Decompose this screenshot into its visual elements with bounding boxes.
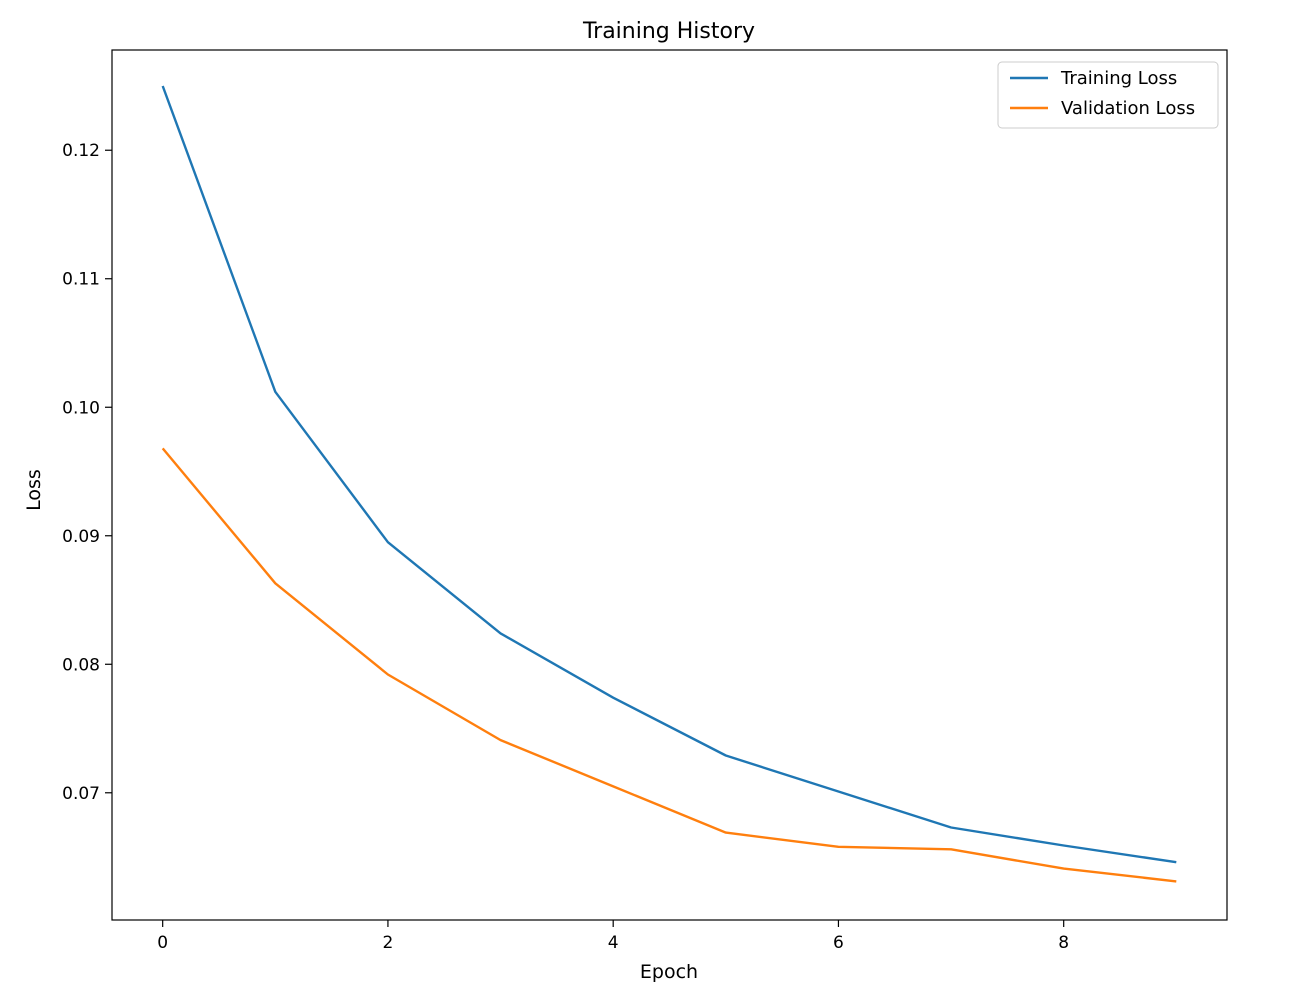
y-tick-label: 0.10 [62,398,100,418]
y-tick-label: 0.09 [62,527,100,547]
x-tick-label: 8 [1058,933,1069,953]
series-lines [161,85,1177,883]
legend-label: Training Loss [1060,68,1177,89]
x-tick-label: 0 [157,933,168,953]
legend-box [997,61,1219,129]
x-axis-ticks: 0 2 4 6 8 [157,920,1069,953]
x-tick-label: 4 [608,933,619,953]
y-tick-label: 0.11 [62,270,100,290]
y-tick-label: 0.07 [62,784,100,804]
y-tick-label: 0.12 [62,141,100,161]
x-tick-label: 6 [833,933,844,953]
legend-label: Validation Loss [1061,98,1195,119]
y-axis-ticks: 0.07 0.08 0.09 0.10 0.11 0.12 [62,141,112,804]
legend: Training Loss Validation Loss [997,61,1219,129]
plot-area [111,49,1228,921]
chart-title: Training History [582,19,755,44]
x-tick-label: 2 [383,933,394,953]
y-tick-label: 0.08 [62,655,100,675]
series-line-validation-loss [161,447,1177,883]
x-axis-label: Epoch [640,961,698,983]
y-axis-label: Loss [23,469,45,511]
series-line-training-loss [161,85,1177,864]
